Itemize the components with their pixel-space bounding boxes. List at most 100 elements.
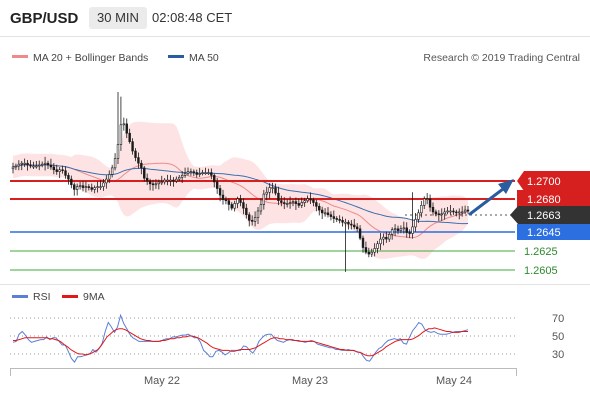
candle-body	[463, 209, 467, 213]
candle-body	[262, 193, 266, 205]
candle-body	[46, 162, 50, 166]
candle-body	[344, 221, 347, 224]
candle-body	[294, 201, 298, 204]
candle-body	[40, 163, 44, 166]
candle-body	[140, 162, 143, 169]
candle-body	[315, 202, 318, 207]
x-tick-may22: May 22	[144, 375, 180, 387]
candle-body	[271, 187, 274, 189]
rsi-tick-50: 50	[552, 331, 564, 343]
candle-body	[303, 200, 306, 203]
candle-body	[466, 209, 470, 212]
level-label-1: 1.2700	[517, 171, 590, 191]
ma20-legend-label: MA 20 + Bollinger Bands	[33, 52, 148, 64]
candle-body	[122, 123, 126, 126]
candle-body	[332, 216, 336, 219]
candle-body	[145, 177, 149, 182]
candle-body	[283, 202, 286, 204]
candle-body	[437, 213, 441, 216]
candle-body	[405, 227, 408, 233]
candle-body	[385, 236, 388, 240]
candle-body	[119, 124, 123, 145]
candle-body	[84, 186, 88, 188]
candle-body	[154, 183, 158, 186]
ma9-legend-swatch	[62, 295, 78, 298]
candle-body	[452, 210, 455, 213]
candle-body	[224, 199, 228, 202]
candle-body	[253, 217, 257, 222]
candle-body	[128, 132, 131, 142]
candle-body	[75, 186, 79, 190]
candle-body	[26, 162, 29, 166]
candle-body	[414, 219, 417, 228]
candle-body	[210, 172, 213, 176]
candle-body	[192, 171, 196, 173]
candle-body	[382, 236, 385, 240]
candle-body	[300, 202, 303, 206]
candle-body	[151, 183, 155, 186]
projection-arrow-head	[498, 179, 514, 194]
candle-body	[455, 211, 458, 214]
bollinger-band	[13, 121, 468, 259]
candle-body	[20, 162, 23, 165]
candle-body	[329, 214, 333, 217]
candle-body	[227, 200, 231, 205]
candle-body	[96, 186, 99, 188]
candle-body	[239, 198, 242, 203]
candle-body	[198, 173, 201, 175]
ma50-line	[12, 164, 469, 225]
candle-body	[178, 176, 181, 180]
candle-body	[428, 198, 432, 208]
candle-body	[38, 164, 41, 167]
x-tick-may23: May 23	[292, 375, 328, 387]
candle-body	[29, 164, 32, 167]
candle-body	[431, 206, 435, 213]
candle-body	[131, 141, 134, 152]
candles	[11, 92, 470, 272]
candle-body	[297, 203, 301, 206]
candle-body	[110, 167, 114, 175]
candle-body	[376, 243, 379, 249]
level-label-pivot: 1.2645	[517, 224, 590, 240]
projection-arrow-shaft	[468, 187, 505, 216]
candle-body	[93, 187, 96, 190]
timeframe-badge[interactable]: 30 MIN	[89, 7, 147, 29]
candle-body	[318, 205, 321, 211]
candle-body	[417, 212, 420, 220]
candle-body	[233, 203, 236, 209]
candle-body	[443, 211, 446, 215]
current-price-label-text: 1.2663	[527, 210, 561, 222]
candle-body	[379, 238, 382, 245]
candle-body	[102, 182, 105, 187]
candle-body	[87, 186, 91, 188]
timestamp: 02:08:48 CET	[152, 10, 233, 25]
candle-body	[242, 202, 245, 209]
candle-body	[49, 164, 53, 168]
candle-body	[17, 163, 21, 167]
candle-body	[207, 172, 210, 174]
candle-body	[248, 214, 251, 221]
candle-body	[236, 198, 239, 204]
candle-body	[125, 123, 128, 134]
candle-body	[250, 220, 254, 222]
candle-body	[402, 227, 406, 230]
candle-body	[268, 187, 271, 193]
candle-body	[52, 166, 56, 171]
candle-body	[265, 191, 268, 195]
candle-body	[288, 202, 292, 204]
candle-body	[353, 224, 356, 228]
candle-body	[411, 226, 414, 234]
candle-body	[73, 184, 76, 190]
candle-body	[14, 165, 18, 168]
candle-body	[350, 223, 353, 226]
candle-body	[11, 166, 15, 170]
candle-body	[221, 194, 225, 201]
candle-body	[367, 251, 371, 255]
candle-body	[408, 232, 411, 234]
candle-body	[195, 172, 198, 175]
candle-body	[116, 144, 120, 159]
candle-body	[277, 192, 280, 201]
candle-body	[143, 167, 146, 179]
candle-body	[64, 170, 67, 176]
